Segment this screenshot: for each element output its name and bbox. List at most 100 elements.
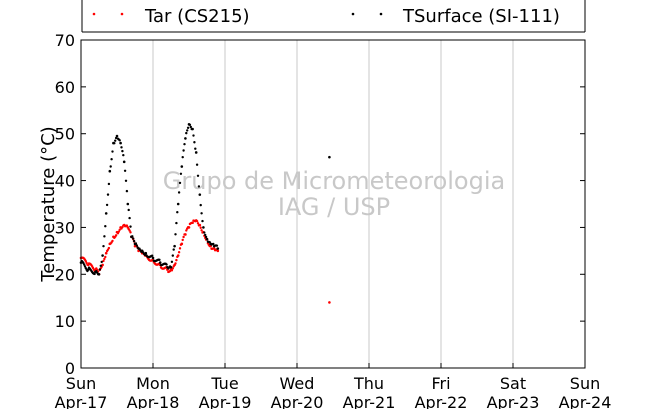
data-point [170, 260, 174, 264]
x-tick-label-date: Apr-23 [487, 393, 540, 409]
watermark-line-2: IAG / USP [278, 193, 390, 221]
legend-label-tsurface: TSurface (SI-111) [402, 6, 560, 27]
data-point [181, 238, 184, 242]
y-tick-label: 20 [55, 265, 75, 284]
data-point [127, 208, 130, 212]
data-point [174, 233, 177, 236]
y-tick-label: 0 [65, 359, 75, 378]
data-point [199, 203, 202, 207]
data-point [191, 127, 194, 131]
grid [152, 40, 514, 368]
y-tick-label: 10 [55, 312, 75, 331]
data-point [99, 264, 103, 267]
data-point [100, 260, 103, 264]
data-point [125, 224, 129, 227]
data-point [119, 141, 122, 145]
x-tick-label-day: Mon [136, 374, 170, 393]
data-point [177, 251, 181, 254]
watermark-line-1: Grupo de Micrometeorologia [163, 167, 505, 195]
legend-marker-tsurface [351, 12, 355, 16]
y-tick-label: 30 [55, 218, 75, 237]
data-point [135, 244, 138, 247]
data-point [126, 202, 130, 206]
data-point [117, 230, 121, 233]
data-point [182, 149, 185, 152]
legend-marker-tar [120, 12, 124, 16]
data-point [186, 129, 189, 132]
data-point [184, 233, 187, 236]
data-point [103, 257, 106, 261]
data-point [216, 247, 220, 250]
data-point [195, 219, 199, 223]
legend-marker-tar [92, 12, 96, 16]
data-point [181, 155, 184, 159]
x-axis: SunApr-17MonApr-18TueApr-19WedApr-20ThuA… [55, 363, 612, 409]
legend-label-tar: Tar (CS215) [144, 6, 250, 27]
x-tick-label-date: Apr-21 [343, 393, 396, 409]
y-axis: 0 10 20 30 40 50 60 70 [55, 31, 585, 378]
y-tick-label: 40 [55, 172, 75, 191]
data-point [195, 163, 199, 166]
x-tick-label-date: Apr-22 [415, 393, 468, 409]
data-point [201, 219, 204, 223]
data-point [216, 249, 220, 253]
data-point [169, 265, 173, 269]
data-point [128, 216, 131, 220]
data-point [204, 233, 207, 237]
data-point [196, 174, 200, 177]
data-point [122, 160, 126, 164]
data-point [203, 231, 206, 234]
data-point [129, 225, 132, 228]
data-point [199, 226, 202, 229]
data-point [111, 239, 114, 243]
data-point [151, 254, 154, 257]
data-point [172, 248, 175, 251]
data-point [189, 125, 192, 129]
data-point [200, 212, 203, 215]
data-point [205, 237, 209, 241]
x-tick-label-day: Sun [570, 374, 600, 393]
data-point [104, 225, 107, 228]
data-point [105, 203, 109, 207]
data-point [202, 226, 205, 229]
data-point [175, 258, 178, 262]
x-tick-label-date: Apr-20 [271, 393, 324, 409]
x-tick-label-date: Apr-24 [559, 393, 612, 409]
data-point [197, 185, 201, 188]
data-point [171, 254, 174, 257]
data-point [109, 165, 112, 168]
data-point [196, 222, 200, 225]
data-point [180, 242, 184, 246]
data-point [151, 256, 155, 260]
data-point [183, 142, 186, 146]
x-tick-label-day: Tue [210, 374, 238, 393]
data-point [103, 235, 106, 238]
data-point [193, 141, 196, 144]
data-point [132, 237, 135, 240]
data-point [215, 244, 219, 247]
data-point [110, 158, 113, 161]
data-point [144, 251, 148, 255]
data-point [185, 229, 188, 232]
data-point [106, 193, 110, 196]
data-point [97, 272, 101, 276]
data-point [102, 244, 105, 248]
data-point [194, 151, 198, 154]
data-point [107, 182, 111, 186]
y-tick-label: 50 [55, 125, 75, 144]
data-point [111, 150, 114, 153]
data-point [200, 229, 203, 232]
x-tick-label-date: Apr-19 [199, 393, 252, 409]
data-point [178, 247, 182, 250]
data-point [115, 134, 119, 138]
data-point [176, 211, 179, 214]
data-point [184, 137, 187, 140]
data-point [123, 169, 127, 172]
x-tick-label-day: Sat [500, 374, 526, 393]
data-point [165, 263, 168, 266]
data-point [328, 301, 331, 304]
data-point [104, 251, 108, 255]
series-1 [79, 123, 331, 276]
data-point [104, 212, 108, 215]
